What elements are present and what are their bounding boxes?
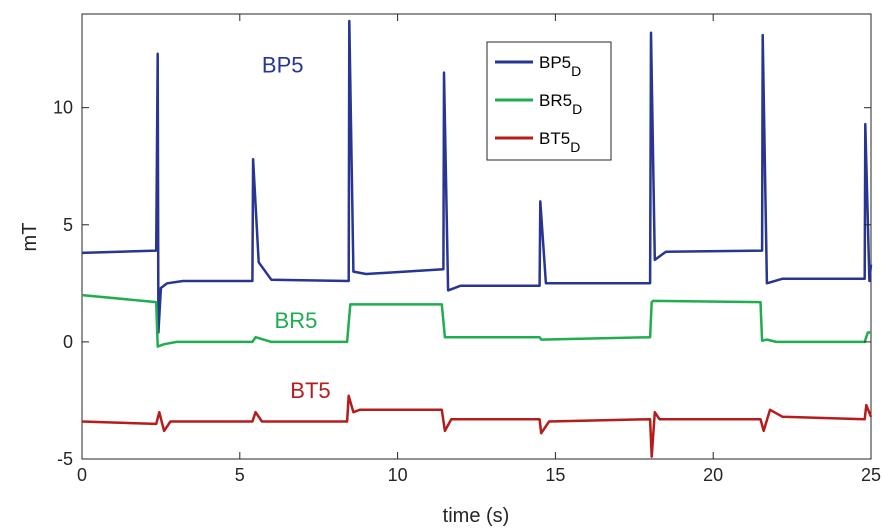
annotation-bp5: BP5 — [262, 53, 304, 78]
annotation-bt5: BT5 — [290, 378, 330, 403]
x-tick-label: 25 — [861, 465, 881, 485]
y-axis-label: mT — [19, 223, 41, 252]
legend-label: BR5D — [539, 91, 582, 117]
legend-label: BT5D — [539, 129, 580, 155]
plot-area — [81, 13, 872, 460]
legend: BP5D BR5D BT5D — [486, 41, 612, 161]
x-tick-label: 20 — [703, 465, 723, 485]
series-layer — [81, 19, 873, 458]
legend-label: BP5D — [539, 53, 581, 79]
x-tick-label: 5 — [235, 465, 245, 485]
annotation-layer: BP5 BR5 BT5 — [262, 53, 331, 404]
y-tick-label: 0 — [63, 332, 73, 352]
series-line-br5 — [81, 293, 871, 348]
annotation-br5: BR5 — [275, 308, 318, 333]
y-tick-label: 5 — [63, 215, 73, 235]
x-tick-label: 0 — [77, 465, 87, 485]
x-tick-label: 10 — [388, 465, 408, 485]
series-line-bt5 — [81, 394, 873, 458]
x-tick-label: 15 — [545, 465, 565, 485]
x-axis-label: time (s) — [443, 505, 510, 527]
series-line-bp5 — [81, 19, 873, 334]
y-tick-label: -5 — [57, 449, 73, 469]
y-tick-label: 10 — [53, 98, 73, 118]
